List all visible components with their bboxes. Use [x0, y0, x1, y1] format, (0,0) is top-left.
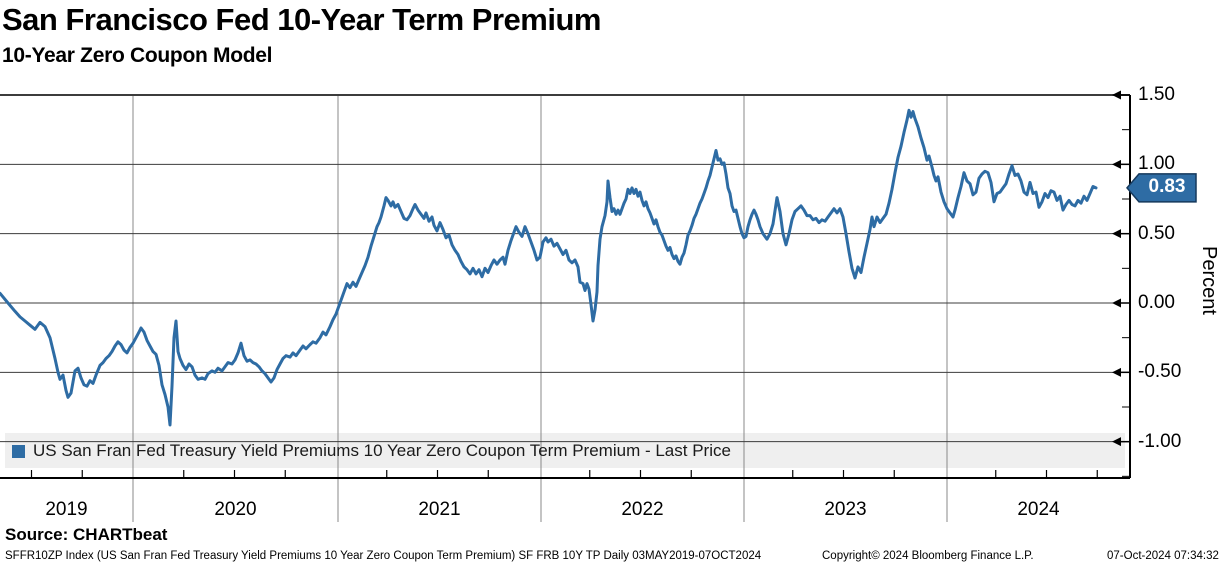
footer-copyright: Copyright© 2024 Bloomberg Finance L.P.: [822, 550, 1034, 562]
term-premium-series-line: [0, 108, 1098, 427]
y-tick-label: 1.50: [1138, 83, 1175, 105]
last-price-badge-value: 0.83: [1148, 175, 1186, 197]
y-major-tick-arrow-icon: [1112, 437, 1121, 447]
x-tick-label: 2019: [45, 499, 88, 520]
y-major-tick-arrow-icon: [1112, 159, 1121, 169]
y-tick-label: 0.50: [1138, 222, 1175, 244]
y-major-tick-arrow-icon: [1112, 90, 1121, 100]
legend: US San Fran Fed Treasury Yield Premiums …: [12, 441, 731, 461]
legend-band: [5, 433, 1125, 468]
y-major-tick-arrow-icon: [1112, 367, 1121, 377]
x-tick-label: 2023: [824, 499, 867, 520]
y-major-tick-arrow-icon: [1112, 298, 1121, 308]
page-subtitle: 10-Year Zero Coupon Model: [2, 44, 273, 67]
x-tick-label: 2020: [214, 499, 257, 520]
x-tick-label: 2022: [621, 499, 664, 520]
x-tick-label: 2021: [418, 499, 461, 520]
y-axis-title: Percent: [1198, 245, 1220, 315]
y-tick-label: -0.50: [1138, 361, 1182, 383]
legend-series-marker-icon: [12, 444, 25, 458]
y-tick-label: 1.00: [1138, 153, 1175, 175]
last-price-badge: [1126, 173, 1197, 203]
source-line: Source: CHARTbeat: [5, 525, 168, 544]
footer-ticker-description: SFFR10ZP Index (US San Fran Fed Treasury…: [5, 550, 762, 562]
legend-series-label: US San Fran Fed Treasury Yield Premiums …: [33, 441, 731, 460]
x-tick-label: 2024: [1017, 499, 1060, 520]
page-title: San Francisco Fed 10-Year Term Premium: [2, 2, 601, 37]
footer-datetime: 07-Oct-2024 07:34:32: [1107, 550, 1219, 562]
y-major-tick-arrow-icon: [1112, 229, 1121, 239]
y-tick-label: 0.00: [1138, 292, 1175, 313]
y-tick-label: -1.00: [1138, 430, 1182, 452]
